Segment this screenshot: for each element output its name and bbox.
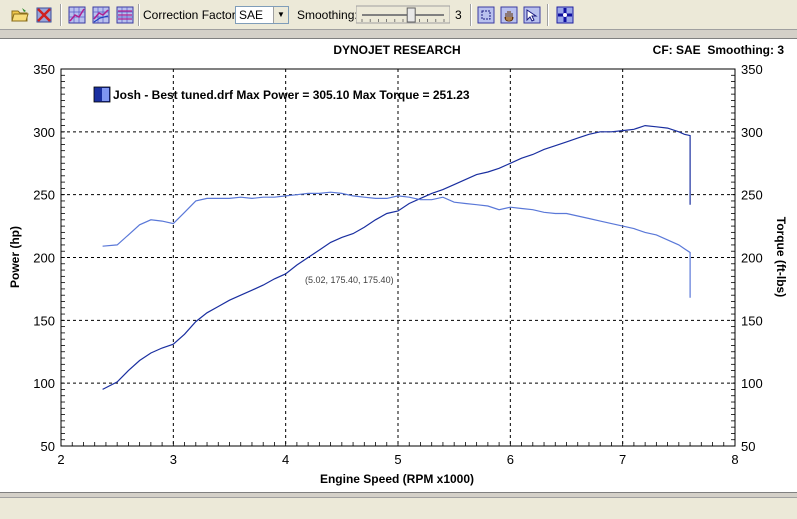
y2-tick-labels: 50 100 150 200 250 300 350 bbox=[741, 62, 763, 454]
graph-view-2-icon[interactable] bbox=[91, 5, 111, 25]
graph-view-3-icon[interactable] bbox=[115, 5, 135, 25]
series-group bbox=[102, 124, 691, 390]
smoothing-slider-thumb[interactable] bbox=[406, 7, 416, 23]
chart-panel[interactable]: DYNOJET RESEARCH CF: SAE Smoothing: 3 2 3… bbox=[0, 38, 797, 493]
x-tick-label: 5 bbox=[394, 452, 401, 467]
chart-info: CF: SAE Smoothing: 3 bbox=[653, 43, 785, 57]
y2-tick-label: 50 bbox=[741, 439, 755, 454]
y-tick-label: 250 bbox=[33, 188, 55, 203]
crosshair-icon[interactable] bbox=[555, 5, 575, 25]
x-tick-labels: 2 3 4 5 6 7 8 bbox=[57, 452, 738, 467]
y2-tick-label: 150 bbox=[741, 313, 763, 328]
legend-text: Josh - Best tuned.drf Max Power = 305.10… bbox=[113, 88, 470, 102]
zoom-icon[interactable] bbox=[476, 5, 496, 25]
correction-factor-label: Correction Factor: bbox=[143, 8, 240, 22]
x-axis-label: Engine Speed (RPM x1000) bbox=[320, 472, 474, 486]
x-tick-label: 8 bbox=[731, 452, 738, 467]
delete-run-icon[interactable] bbox=[34, 5, 54, 25]
y-tick-labels: 50 100 150 200 250 300 350 bbox=[33, 62, 55, 454]
x-tick-label: 4 bbox=[282, 452, 289, 467]
dyno-chart[interactable]: DYNOJET RESEARCH CF: SAE Smoothing: 3 2 3… bbox=[0, 39, 797, 492]
legend: Josh - Best tuned.drf Max Power = 305.10… bbox=[93, 86, 470, 103]
y2-tick-label: 250 bbox=[741, 188, 763, 203]
open-folder-icon[interactable] bbox=[10, 5, 30, 25]
toolbar-separator bbox=[547, 4, 549, 26]
minor-ticks bbox=[60, 68, 736, 447]
graph-view-1-icon[interactable] bbox=[67, 5, 87, 25]
toolbar-separator bbox=[470, 4, 472, 26]
x-tick-label: 2 bbox=[57, 452, 64, 467]
chart-title: DYNOJET RESEARCH bbox=[333, 43, 460, 57]
y2-tick-label: 300 bbox=[741, 125, 763, 140]
status-bar bbox=[0, 497, 797, 519]
x-tick-label: 7 bbox=[619, 452, 626, 467]
y-tick-label: 100 bbox=[33, 376, 55, 391]
y-tick-label: 150 bbox=[33, 313, 55, 328]
y2-tick-label: 200 bbox=[741, 251, 763, 266]
y2-tick-label: 100 bbox=[741, 376, 763, 391]
correction-factor-value: SAE bbox=[239, 8, 264, 22]
pan-hand-icon[interactable] bbox=[499, 5, 519, 25]
x-tick-label: 3 bbox=[170, 452, 177, 467]
grid bbox=[61, 69, 735, 446]
y2-axis-label: Torque (ft-lbs) bbox=[774, 217, 788, 297]
cursor-readout: (5.02, 175.40, 175.40) bbox=[305, 275, 394, 285]
toolbar-separator bbox=[60, 4, 62, 26]
smoothing-value: 3 bbox=[455, 8, 462, 22]
y-axis-label: Power (hp) bbox=[8, 226, 22, 288]
select-icon[interactable] bbox=[522, 5, 542, 25]
series-line-torque bbox=[102, 191, 691, 298]
y2-tick-label: 350 bbox=[741, 62, 763, 77]
smoothing-slider[interactable] bbox=[356, 5, 450, 25]
x-tick-label: 6 bbox=[507, 452, 514, 467]
y-tick-label: 350 bbox=[33, 62, 55, 77]
y-tick-label: 200 bbox=[33, 251, 55, 266]
toolbar: Correction Factor: SAE ▼ Smoothing: 3 bbox=[0, 0, 797, 30]
correction-factor-select[interactable]: SAE ▼ bbox=[235, 6, 289, 24]
smoothing-label: Smoothing: bbox=[297, 8, 358, 22]
chevron-down-icon[interactable]: ▼ bbox=[273, 7, 288, 23]
y-tick-label: 50 bbox=[41, 439, 55, 454]
series-line-power bbox=[102, 124, 691, 390]
toolbar-separator bbox=[138, 4, 140, 26]
y-tick-label: 300 bbox=[33, 125, 55, 140]
